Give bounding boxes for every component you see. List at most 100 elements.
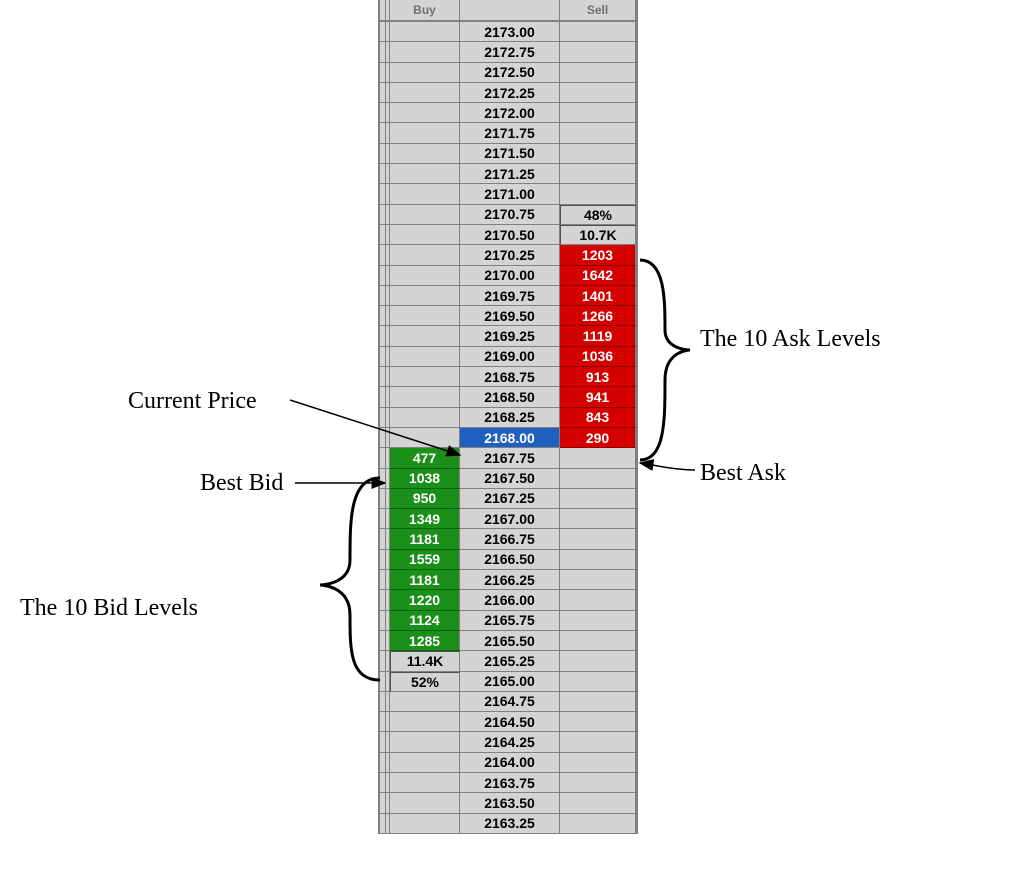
price-cell[interactable]: 2164.25 bbox=[460, 732, 560, 752]
price-cell[interactable]: 2172.75 bbox=[460, 42, 560, 62]
price-cell[interactable]: 2173.00 bbox=[460, 22, 560, 42]
sell-cell[interactable]: 941 bbox=[560, 387, 636, 407]
sell-cell[interactable] bbox=[560, 63, 636, 83]
sell-cell[interactable] bbox=[560, 753, 636, 773]
buy-cell[interactable] bbox=[390, 22, 460, 42]
buy-cell[interactable] bbox=[390, 408, 460, 428]
sell-cell[interactable] bbox=[560, 570, 636, 590]
price-cell[interactable]: 2165.75 bbox=[460, 611, 560, 631]
price-cell[interactable]: 2168.75 bbox=[460, 367, 560, 387]
ladder-row[interactable]: 11812166.75 bbox=[380, 529, 636, 549]
sell-cell[interactable] bbox=[560, 793, 636, 813]
price-cell[interactable]: 2165.00 bbox=[460, 672, 560, 692]
buy-cell[interactable] bbox=[390, 164, 460, 184]
ladder-row[interactable]: 2169.001036 bbox=[380, 347, 636, 367]
price-cell[interactable]: 2167.50 bbox=[460, 469, 560, 489]
ladder-row[interactable]: 2163.75 bbox=[380, 773, 636, 793]
sell-cell[interactable] bbox=[560, 529, 636, 549]
sell-cell[interactable] bbox=[560, 469, 636, 489]
sell-cell[interactable] bbox=[560, 123, 636, 143]
ladder-row[interactable]: 2168.00290 bbox=[380, 428, 636, 448]
ladder-row[interactable]: 10382167.50 bbox=[380, 469, 636, 489]
price-cell[interactable]: 2163.50 bbox=[460, 793, 560, 813]
ladder-row[interactable]: 2170.001642 bbox=[380, 266, 636, 286]
sell-cell[interactable] bbox=[560, 83, 636, 103]
sell-cell[interactable] bbox=[560, 712, 636, 732]
buy-cell[interactable]: 1181 bbox=[390, 570, 460, 590]
sell-cell[interactable]: 10.7K bbox=[560, 225, 636, 245]
buy-cell[interactable] bbox=[390, 144, 460, 164]
buy-cell[interactable]: 1038 bbox=[390, 469, 460, 489]
price-cell[interactable]: 2168.50 bbox=[460, 387, 560, 407]
buy-cell[interactable] bbox=[390, 245, 460, 265]
sell-cell[interactable] bbox=[560, 22, 636, 42]
price-cell[interactable]: 2169.50 bbox=[460, 306, 560, 326]
ladder-row[interactable]: 2170.7548% bbox=[380, 205, 636, 225]
sell-cell[interactable]: 1266 bbox=[560, 306, 636, 326]
ladder-row[interactable]: 2164.00 bbox=[380, 753, 636, 773]
price-cell[interactable]: 2171.75 bbox=[460, 123, 560, 143]
price-cell[interactable]: 2170.25 bbox=[460, 245, 560, 265]
ladder-row[interactable]: 2169.751401 bbox=[380, 286, 636, 306]
buy-cell[interactable] bbox=[390, 205, 460, 225]
price-cell[interactable]: 2167.00 bbox=[460, 509, 560, 529]
sell-cell[interactable] bbox=[560, 144, 636, 164]
ladder-row[interactable]: 2168.25843 bbox=[380, 408, 636, 428]
buy-cell[interactable]: 950 bbox=[390, 489, 460, 509]
buy-cell[interactable] bbox=[390, 732, 460, 752]
ladder-row[interactable]: 2172.75 bbox=[380, 42, 636, 62]
ladder-row[interactable]: 2170.251203 bbox=[380, 245, 636, 265]
price-cell[interactable]: 2167.75 bbox=[460, 448, 560, 468]
ladder-row[interactable]: 9502167.25 bbox=[380, 489, 636, 509]
sell-cell[interactable] bbox=[560, 590, 636, 610]
ladder-row[interactable]: 4772167.75 bbox=[380, 448, 636, 468]
sell-cell[interactable] bbox=[560, 611, 636, 631]
buy-cell[interactable]: 1349 bbox=[390, 509, 460, 529]
price-cell[interactable]: 2164.75 bbox=[460, 692, 560, 712]
ladder-row[interactable]: 2168.75913 bbox=[380, 367, 636, 387]
ladder-row[interactable]: 2172.50 bbox=[380, 63, 636, 83]
sell-cell[interactable] bbox=[560, 489, 636, 509]
sell-cell[interactable] bbox=[560, 509, 636, 529]
buy-cell[interactable] bbox=[390, 793, 460, 813]
buy-cell[interactable] bbox=[390, 266, 460, 286]
price-cell[interactable]: 2169.25 bbox=[460, 326, 560, 346]
price-cell[interactable]: 2170.50 bbox=[460, 225, 560, 245]
buy-cell[interactable] bbox=[390, 42, 460, 62]
ladder-row[interactable]: 12202166.00 bbox=[380, 590, 636, 610]
price-cell[interactable]: 2172.00 bbox=[460, 103, 560, 123]
buy-cell[interactable] bbox=[390, 83, 460, 103]
sell-cell[interactable] bbox=[560, 550, 636, 570]
price-cell[interactable]: 2171.50 bbox=[460, 144, 560, 164]
ladder-row[interactable]: 2164.75 bbox=[380, 692, 636, 712]
buy-cell[interactable] bbox=[390, 692, 460, 712]
sell-cell[interactable] bbox=[560, 42, 636, 62]
sell-cell[interactable]: 1119 bbox=[560, 326, 636, 346]
sell-cell[interactable]: 1642 bbox=[560, 266, 636, 286]
buy-cell[interactable] bbox=[390, 712, 460, 732]
buy-cell[interactable] bbox=[390, 123, 460, 143]
ladder-row[interactable]: 2164.25 bbox=[380, 732, 636, 752]
price-cell[interactable]: 2169.75 bbox=[460, 286, 560, 306]
buy-cell[interactable] bbox=[390, 326, 460, 346]
ladder-row[interactable]: 2163.25 bbox=[380, 814, 636, 834]
buy-cell[interactable] bbox=[390, 225, 460, 245]
price-cell[interactable]: 2163.75 bbox=[460, 773, 560, 793]
price-cell[interactable]: 2171.00 bbox=[460, 184, 560, 204]
sell-cell[interactable] bbox=[560, 103, 636, 123]
ladder-row[interactable]: 2163.50 bbox=[380, 793, 636, 813]
sell-cell[interactable]: 1401 bbox=[560, 286, 636, 306]
buy-cell[interactable] bbox=[390, 286, 460, 306]
buy-cell[interactable] bbox=[390, 773, 460, 793]
ladder-row[interactable]: 13492167.00 bbox=[380, 509, 636, 529]
buy-cell[interactable] bbox=[390, 103, 460, 123]
buy-cell[interactable] bbox=[390, 367, 460, 387]
ladder-row[interactable]: 11.4K2165.25 bbox=[380, 651, 636, 671]
ladder-row[interactable]: 2171.00 bbox=[380, 184, 636, 204]
buy-cell[interactable]: 477 bbox=[390, 448, 460, 468]
price-cell[interactable]: 2166.00 bbox=[460, 590, 560, 610]
ladder-row[interactable]: 12852165.50 bbox=[380, 631, 636, 651]
price-cell[interactable]: 2170.75 bbox=[460, 205, 560, 225]
ladder-row[interactable]: 11242165.75 bbox=[380, 611, 636, 631]
buy-cell[interactable]: 1181 bbox=[390, 529, 460, 549]
